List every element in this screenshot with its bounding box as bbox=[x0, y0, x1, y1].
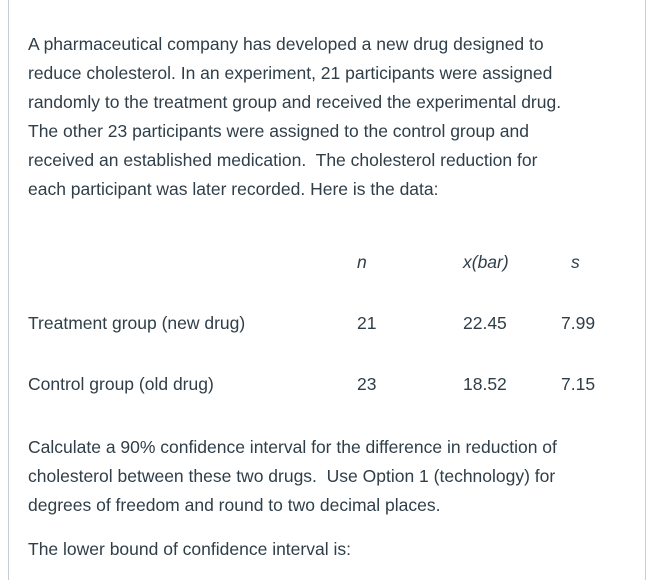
cell-n: 21 bbox=[357, 313, 377, 333]
text-line: A pharmaceutical company has developed a… bbox=[28, 34, 544, 54]
text-line: Calculate a 90% confidence interval for … bbox=[28, 437, 557, 457]
cell-s: 7.15 bbox=[561, 374, 596, 394]
cell-n: 23 bbox=[357, 374, 377, 394]
question-task: Calculate a 90% confidence interval for … bbox=[28, 433, 626, 520]
text-line: The other 23 participants were assigned … bbox=[28, 121, 530, 141]
column-header-xbar: x(bar) bbox=[463, 252, 509, 272]
text-line: each participant was later recorded. Her… bbox=[28, 179, 439, 199]
text-line: received an established medication. The … bbox=[28, 150, 538, 170]
table-row: Treatment group (new drug) 21 22.45 7.99 bbox=[28, 293, 626, 354]
column-header-n: n bbox=[357, 252, 367, 272]
cell-s: 7.99 bbox=[561, 313, 596, 333]
text-line: cholesterol between these two drugs. Use… bbox=[28, 466, 556, 486]
cell-xbar: 18.52 bbox=[463, 374, 507, 394]
answer-prompt: The lower bound of confidence interval i… bbox=[28, 539, 351, 559]
data-table: n x(bar) s Treatment group (new drug) 21… bbox=[28, 232, 626, 415]
column-header-blank bbox=[28, 232, 357, 293]
column-header-s: s bbox=[571, 252, 580, 272]
row-label: Control group (old drug) bbox=[28, 374, 214, 394]
text-line: randomly to the treatment group and rece… bbox=[28, 92, 562, 112]
text-line: reduce cholesterol. In an experiment, 21… bbox=[28, 63, 553, 83]
question-intro: A pharmaceutical company has developed a… bbox=[28, 30, 626, 204]
text-line: degrees of freedom and round to two deci… bbox=[28, 495, 441, 515]
cell-xbar: 22.45 bbox=[463, 313, 507, 333]
row-label: Treatment group (new drug) bbox=[28, 313, 246, 333]
question-card: A pharmaceutical company has developed a… bbox=[8, 0, 646, 580]
table-row: Control group (old drug) 23 18.52 7.15 bbox=[28, 354, 626, 415]
table-header-row: n x(bar) s bbox=[28, 232, 626, 293]
